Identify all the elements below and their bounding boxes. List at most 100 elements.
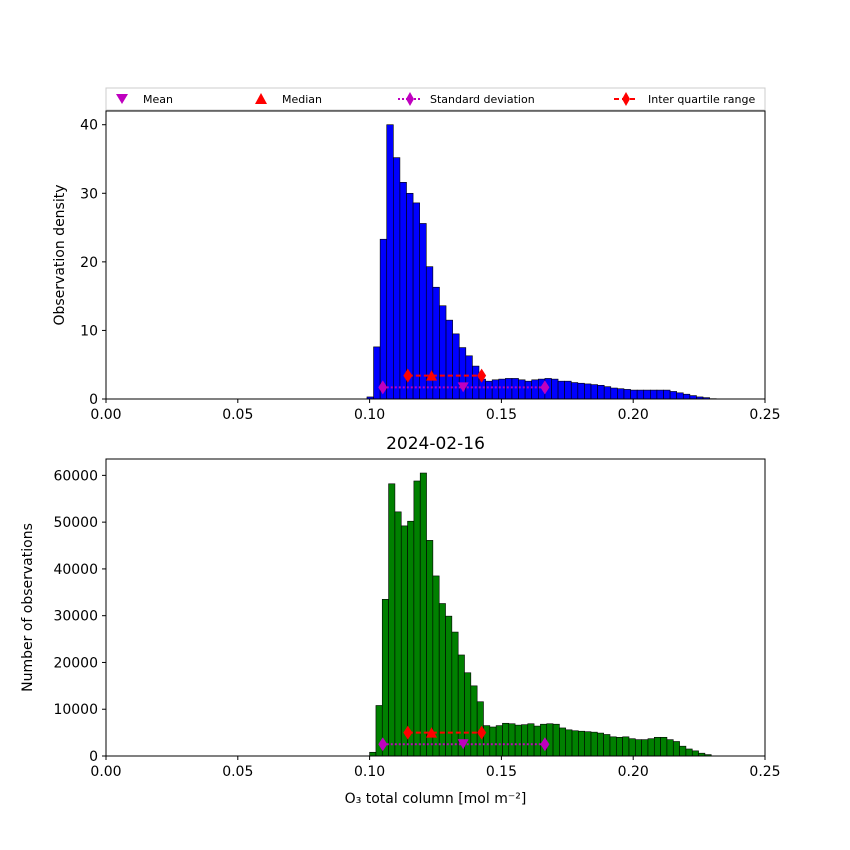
y-tick-label: 30 xyxy=(80,186,98,202)
histogram-bars xyxy=(366,124,717,400)
legend-median-label: Median xyxy=(282,93,322,106)
histogram-bar xyxy=(369,751,377,757)
legend-median-marker xyxy=(255,93,267,104)
median-marker xyxy=(426,727,438,738)
histogram-bar xyxy=(386,124,394,400)
histogram-bar xyxy=(478,378,486,400)
histogram-bar xyxy=(432,286,440,400)
y-tick-label: 40000 xyxy=(53,562,98,578)
histogram-bar xyxy=(663,389,671,400)
histogram-bar xyxy=(590,384,598,400)
histogram-bar xyxy=(685,748,693,757)
statistics-overlay xyxy=(378,725,550,752)
iqr-marker xyxy=(477,368,487,383)
legend: Mean Median Standard deviation Inter qua… xyxy=(105,87,766,111)
legend-entry-median: Median xyxy=(255,93,322,106)
histogram-bar xyxy=(502,722,510,757)
histogram-bar xyxy=(498,378,506,400)
histogram-bar xyxy=(551,378,559,400)
histogram-bar xyxy=(451,631,459,757)
histogram-bar xyxy=(578,730,585,757)
histogram-bar xyxy=(407,520,415,757)
x-tick-label: 0.15 xyxy=(486,764,517,780)
histogram-bar xyxy=(635,739,642,757)
x-axis-ticks: 0.00 0.05 0.10 0.15 0.20 0.25 xyxy=(90,399,781,423)
histogram-bar xyxy=(373,346,381,400)
histogram-bar xyxy=(669,391,677,400)
y-tick-label: 30000 xyxy=(53,609,98,625)
histogram-bar xyxy=(521,724,529,757)
histogram-bar xyxy=(616,736,623,757)
mean-marker xyxy=(457,382,469,393)
std-marker xyxy=(378,737,388,752)
histogram-bar xyxy=(491,379,500,400)
histogram-bar xyxy=(559,727,567,757)
histogram-bar xyxy=(584,731,592,757)
iqr-marker xyxy=(477,725,487,740)
axes-frame xyxy=(105,458,766,757)
axes-frame xyxy=(105,110,766,400)
histogram-bar xyxy=(413,480,421,757)
histogram-bar xyxy=(630,389,638,400)
histogram-bar xyxy=(622,736,630,757)
y-tick-label: 0 xyxy=(89,749,98,765)
y-tick-label: 0 xyxy=(89,392,98,408)
histogram-bar xyxy=(533,725,541,757)
histogram-bar xyxy=(676,392,684,400)
histogram-bar xyxy=(628,738,636,757)
histogram-bar xyxy=(432,575,440,757)
histogram-bar xyxy=(597,384,605,400)
histogram-bar xyxy=(584,383,592,400)
histogram-bar xyxy=(682,393,691,400)
histogram-bar xyxy=(565,729,573,757)
legend-std-marker xyxy=(406,92,414,106)
histogram-bar xyxy=(426,540,434,757)
mean-marker xyxy=(457,739,469,750)
histogram-bar xyxy=(406,192,414,400)
histogram-bar xyxy=(388,483,396,757)
histogram-bar xyxy=(643,389,651,400)
histogram-bar xyxy=(641,739,649,757)
histogram-bar xyxy=(379,238,388,400)
x-tick-label: 0.05 xyxy=(222,764,253,780)
histogram-bar xyxy=(689,395,697,400)
statistics-overlay xyxy=(378,368,550,395)
histogram-bar xyxy=(419,472,427,757)
y-axis-ticks: 0 10000 20000 30000 40000 50000 60000 xyxy=(53,468,106,765)
histogram-bar xyxy=(571,730,579,757)
x-tick-label: 0.20 xyxy=(618,407,649,423)
x-tick-label: 0.25 xyxy=(749,764,780,780)
histogram-bar xyxy=(679,745,687,757)
histogram-bar xyxy=(505,378,513,400)
histogram-bar xyxy=(485,380,493,400)
histogram-bar xyxy=(399,182,407,400)
y-axis-ticks: 0 10 20 30 40 xyxy=(80,118,106,408)
x-tick-label: 0.05 xyxy=(222,407,253,423)
x-tick-label: 0.00 xyxy=(90,764,121,780)
histogram-bar xyxy=(557,380,565,400)
legend-std-label: Standard deviation xyxy=(430,93,535,106)
y-tick-label: 40 xyxy=(80,118,98,134)
x-tick-label: 0.10 xyxy=(354,764,385,780)
x-axis-label: O₃ total column [mol m⁻²] xyxy=(345,791,527,807)
y-axis-label: Number of observations xyxy=(20,523,36,692)
legend-entry-std: Standard deviation xyxy=(398,92,535,106)
histogram-bar xyxy=(472,365,480,400)
legend-frame xyxy=(105,87,766,111)
histogram-bar xyxy=(511,378,519,400)
histogram-bar xyxy=(597,732,604,757)
histogram-bar xyxy=(590,731,598,757)
histogram-bar xyxy=(514,724,522,757)
histogram-bar xyxy=(546,723,554,757)
histogram-bar xyxy=(524,380,533,400)
histogram-bar xyxy=(552,723,560,757)
histogram-bar xyxy=(452,333,460,400)
iqr-marker xyxy=(403,725,413,740)
legend-entry-mean: Mean xyxy=(116,93,173,106)
histogram-bar xyxy=(610,387,618,400)
histogram-bars xyxy=(369,472,712,757)
histogram-bar xyxy=(617,388,625,400)
std-marker xyxy=(540,380,550,395)
histogram-bar xyxy=(672,741,680,757)
std-marker xyxy=(378,380,388,395)
